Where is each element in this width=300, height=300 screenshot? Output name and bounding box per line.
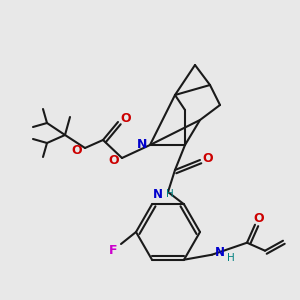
Text: N: N: [137, 139, 147, 152]
Text: F: F: [109, 244, 117, 256]
Text: O: O: [203, 152, 213, 164]
Text: O: O: [254, 212, 264, 225]
Text: O: O: [109, 154, 119, 166]
Text: N: N: [215, 246, 225, 259]
Text: O: O: [121, 112, 131, 124]
Text: N: N: [153, 188, 163, 200]
Text: H: H: [166, 189, 174, 199]
Text: O: O: [72, 143, 82, 157]
Text: H: H: [227, 253, 235, 263]
